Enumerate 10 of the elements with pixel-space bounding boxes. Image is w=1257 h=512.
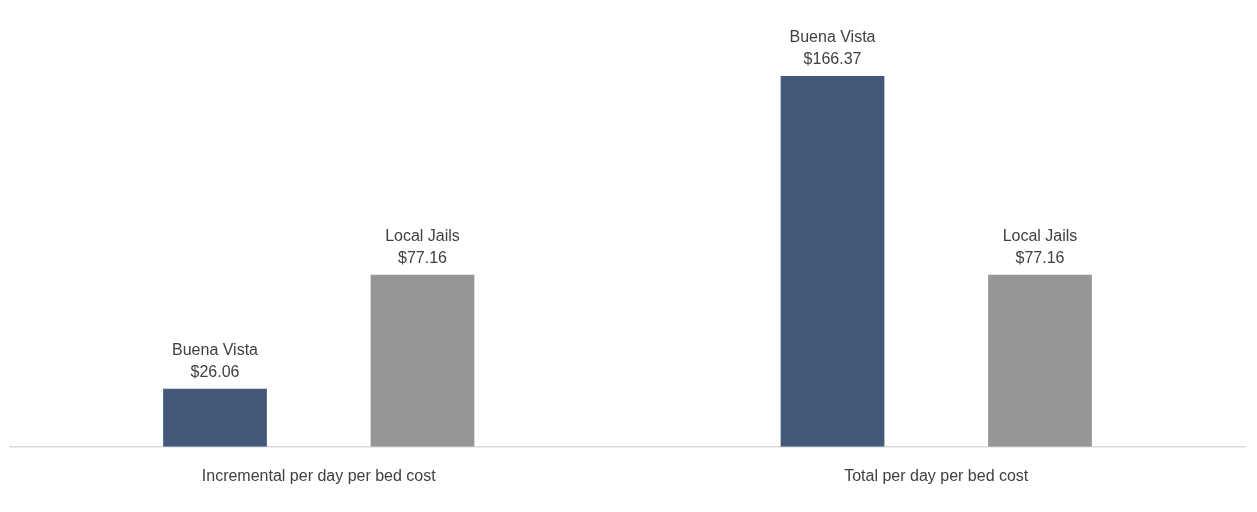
x-tick-label: Total per day per bed cost [844, 466, 1029, 484]
text: Local Jails [1002, 227, 1078, 245]
data-label: $26.06 [190, 363, 240, 381]
text: Buena Vista [172, 341, 259, 359]
series-label: Buena Vista [789, 28, 876, 46]
data-label: $166.37 [803, 50, 862, 68]
data-label: $77.16 [1015, 249, 1065, 267]
x-tick-label: Incremental per day per bed cost [201, 466, 437, 484]
data-label: $77.16 [398, 249, 448, 267]
series-label: Local Jails [385, 227, 460, 245]
